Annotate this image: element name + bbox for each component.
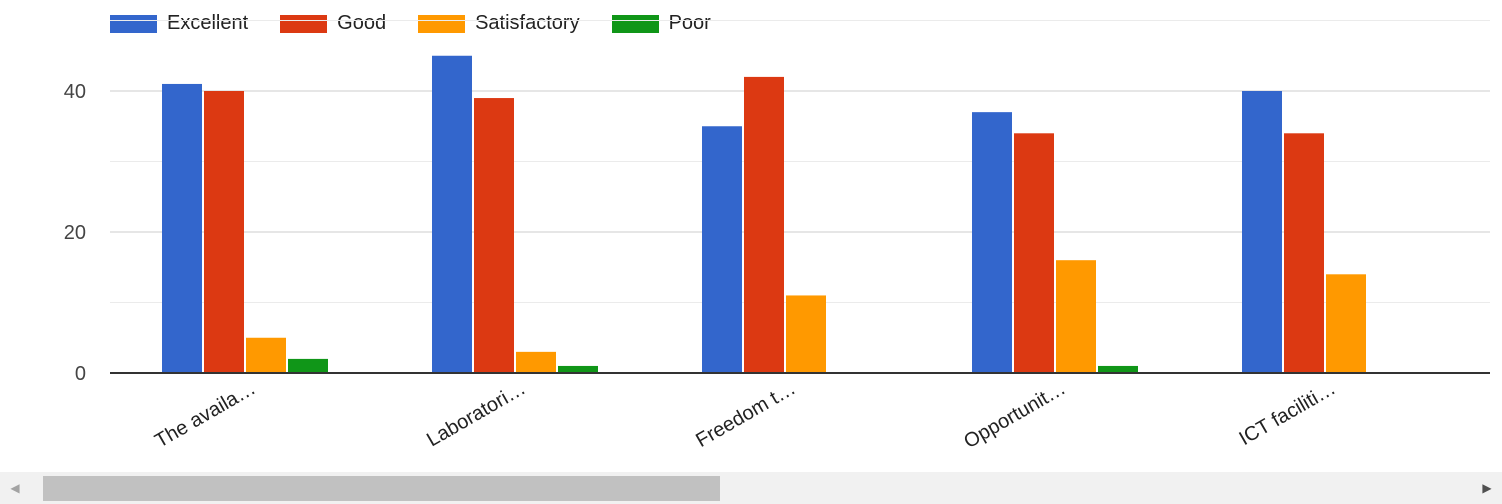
y-tick-label: 0 xyxy=(75,363,86,385)
legend-item-satisfactory[interactable]: Satisfactory xyxy=(418,12,580,35)
bar-good xyxy=(1284,133,1324,373)
bar-excellent xyxy=(162,83,202,373)
legend-label-satisfactory: Satisfactory xyxy=(475,12,580,34)
chart-legend: Excellent Good Satisfactory Poor xyxy=(110,12,743,35)
bar-excellent xyxy=(702,126,742,373)
legend-swatch-satisfactory xyxy=(418,14,466,33)
legend-swatch-excellent xyxy=(110,14,157,33)
legend-label-poor: Poor xyxy=(668,12,711,34)
y-tick-label: 40 xyxy=(64,81,86,103)
bar-satisfactory xyxy=(516,351,556,373)
bar-poor xyxy=(1098,365,1138,373)
scroll-left-arrow-icon[interactable]: ◀ xyxy=(10,481,20,495)
bar-poor xyxy=(288,358,328,373)
legend-item-excellent[interactable]: Excellent xyxy=(110,12,248,35)
bar-satisfactory xyxy=(246,337,286,373)
bar-excellent xyxy=(972,112,1012,374)
x-category-label: ICT faciliti… xyxy=(1235,377,1339,450)
bars xyxy=(162,55,1366,374)
x-category-label: Laboratori… xyxy=(423,377,529,451)
bar-poor xyxy=(558,365,598,373)
bar-good xyxy=(1014,133,1054,373)
bar-chart: 0 20 40 The availa… Laboratori… Freedom t… Opp… xyxy=(64,20,1490,453)
horizontal-scrollbar[interactable]: ◀ ▶ xyxy=(0,472,1502,504)
bar-satisfactory xyxy=(786,295,826,373)
bar-excellent xyxy=(432,55,472,373)
scrollbar-thumb[interactable] xyxy=(43,476,720,501)
bar-good xyxy=(744,76,784,374)
scroll-right-arrow-icon[interactable]: ▶ xyxy=(1482,481,1492,495)
legend-label-good: Good xyxy=(337,12,387,34)
bar-good xyxy=(204,91,244,373)
legend-swatch-poor xyxy=(611,14,659,33)
bar-satisfactory xyxy=(1056,260,1096,373)
bar-excellent xyxy=(1242,91,1282,373)
x-category-label: Freedom t… xyxy=(692,377,799,452)
y-tick-label: 20 xyxy=(64,222,86,244)
gridlines xyxy=(110,20,1490,303)
legend-item-poor[interactable]: Poor xyxy=(611,12,711,35)
legend-swatch-good xyxy=(280,14,328,33)
x-category-label: Opportunit… xyxy=(960,377,1069,453)
x-category-label: The availa… xyxy=(151,377,259,452)
legend-item-good[interactable]: Good xyxy=(280,12,386,35)
bar-good xyxy=(474,98,514,374)
bar-satisfactory xyxy=(1326,274,1366,373)
legend-label-excellent: Excellent xyxy=(167,12,249,34)
